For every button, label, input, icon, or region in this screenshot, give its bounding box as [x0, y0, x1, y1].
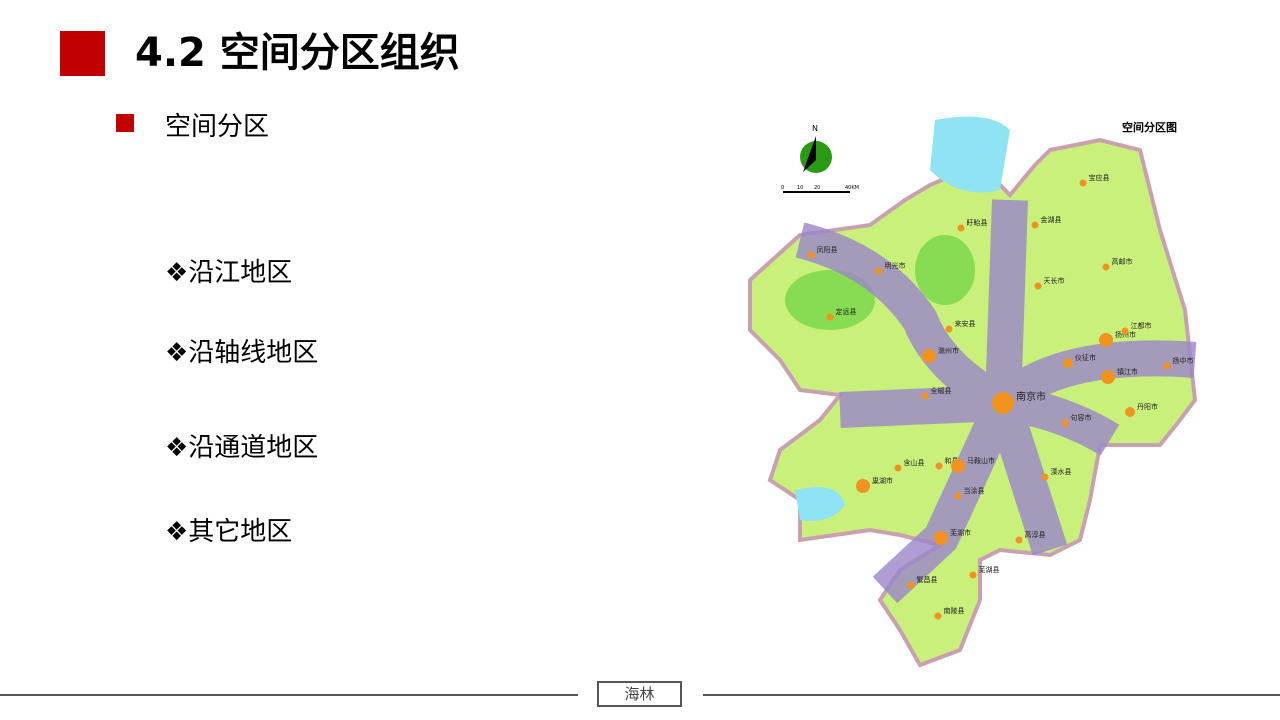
city-marker: [856, 479, 870, 493]
city-label: 丹阳市: [1137, 402, 1158, 411]
city-marker: [894, 464, 902, 472]
list-item: ❖沿轴线地区: [165, 338, 319, 368]
city-marker: [1041, 473, 1049, 481]
city-marker: [807, 251, 815, 259]
city-marker: [1102, 263, 1110, 271]
city-label: 宝应县: [1089, 173, 1110, 182]
city-label: 镇江市: [1117, 367, 1138, 376]
city-label: 南陵县: [944, 606, 965, 615]
city-marker: [1101, 370, 1115, 384]
city-marker: [1031, 221, 1039, 229]
city-label: 芜湖县: [979, 565, 1000, 574]
corridor-north: [985, 199, 1028, 404]
corridor-northwest: [795, 222, 1012, 419]
list-item: ❖沿江地区: [165, 258, 293, 288]
map-title: 空间分区图: [1122, 120, 1177, 134]
north-arrow-icon: N: [800, 124, 832, 173]
city-label: 马鞍山市: [967, 456, 995, 465]
city-marker: [969, 571, 977, 579]
city-marker: [907, 581, 915, 589]
city-marker: [957, 224, 965, 232]
city-marker: [922, 349, 936, 363]
city-label: 滁州市: [938, 346, 959, 355]
corridor-zones: [795, 199, 1197, 604]
city-label: 扬中市: [1173, 356, 1194, 365]
list-item: ❖其它地区: [165, 517, 293, 547]
city-label: 巢湖市: [872, 476, 893, 485]
city-marker: [1079, 179, 1087, 187]
city-label: 仪征市: [1075, 353, 1096, 362]
city-marker: [1034, 282, 1042, 290]
city-marker: [826, 313, 834, 321]
city-label: 定远县: [836, 307, 857, 316]
city-label: 扬州市: [1115, 330, 1136, 339]
city-label: 含山县: [904, 458, 925, 467]
footer-divider: [703, 694, 1280, 696]
svg-text:10: 10: [797, 185, 803, 191]
hills: [915, 235, 975, 305]
section-subtitle: 空间分区: [165, 112, 270, 142]
city-label: 繁昌县: [917, 575, 938, 584]
footer-divider: [0, 694, 578, 696]
city-label: 高淳县: [1025, 530, 1046, 539]
city-marker: [875, 267, 883, 275]
city-label: 南京市: [1016, 390, 1046, 403]
city-marker: [951, 459, 965, 473]
city-marker: [992, 392, 1014, 414]
city-label: 天长市: [1044, 276, 1065, 285]
corridor-south: [985, 397, 1068, 556]
bullet-square: [116, 114, 134, 132]
list-item: ❖沿通道地区: [165, 433, 319, 463]
lake: [930, 116, 1010, 193]
city-label: 全椒县: [931, 386, 952, 395]
city-label: 来安县: [955, 319, 976, 328]
city-marker: [934, 612, 942, 620]
city-label: 明光市: [885, 261, 906, 270]
svg-text:40KM: 40KM: [845, 185, 859, 191]
scale-bar: 0 10 20 40KM: [781, 185, 859, 193]
city-marker: [1063, 358, 1073, 368]
city-label: 盱眙县: [967, 218, 988, 227]
city-marker: [945, 325, 953, 333]
city-label: 凤阳县: [817, 245, 838, 254]
city-marker: [1099, 333, 1113, 347]
city-label: 金湖县: [1041, 215, 1062, 224]
city-marker: [1015, 536, 1023, 544]
city-marker: [1125, 407, 1135, 417]
city-label: 芜湖市: [950, 528, 971, 537]
city-marker: [935, 462, 943, 470]
city-marker: [1121, 327, 1129, 335]
title-accent-block: [60, 31, 105, 76]
city-label: 当涂县: [964, 486, 985, 495]
city-label: 和县: [945, 456, 959, 465]
city-label: 句容市: [1071, 413, 1092, 422]
lake: [795, 487, 845, 521]
city-marker: [954, 492, 962, 500]
svg-text:20: 20: [814, 185, 820, 191]
city-marker: [1061, 419, 1069, 427]
city-marker: [934, 531, 948, 545]
page-title: 4.2 空间分区组织: [135, 30, 460, 76]
svg-text:0: 0: [781, 185, 784, 191]
city-label: 溧水县: [1051, 467, 1072, 476]
hills: [785, 270, 875, 330]
svg-text:N: N: [812, 124, 818, 133]
city-label: 高邮市: [1112, 257, 1133, 266]
city-marker: [1163, 362, 1171, 370]
corridor-west: [839, 385, 1004, 428]
corridor-southeast: [1000, 385, 1120, 456]
footer-label: 海林: [597, 681, 682, 707]
city-label: 江都市: [1131, 321, 1152, 330]
city-marker: [921, 392, 929, 400]
